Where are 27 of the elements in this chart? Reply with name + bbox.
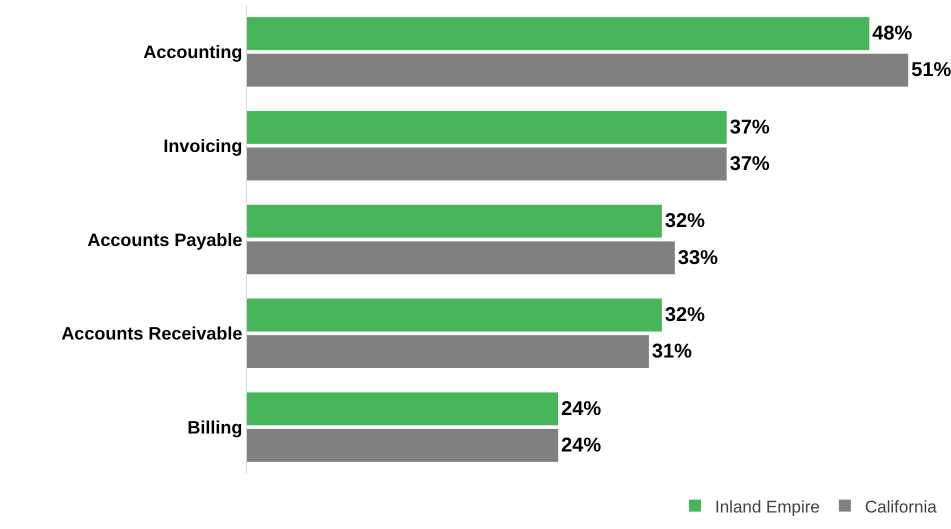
- data-label: 32%: [664, 210, 706, 232]
- y-tick-label: Billing: [187, 417, 242, 438]
- data-label: 33%: [678, 246, 718, 269]
- legend-label: California: [864, 497, 938, 516]
- bar: [247, 428, 558, 462]
- data-label: 51%: [911, 59, 951, 82]
- data-label: 37%: [730, 116, 770, 138]
- y-tick-label: Accounting: [143, 42, 242, 62]
- data-label: 37%: [730, 152, 770, 175]
- bar: [247, 17, 870, 50]
- data-label: 24%: [561, 434, 602, 456]
- data-label: 24%: [561, 398, 602, 420]
- bar: [247, 335, 649, 368]
- bar: [247, 148, 727, 180]
- y-tick-label: Accounts Payable: [87, 230, 242, 250]
- bar: [247, 54, 908, 87]
- bar: [247, 110, 727, 144]
- y-tick-label: Invoicing: [163, 136, 242, 156]
- legend-label: Inland Empire: [715, 497, 820, 516]
- bar: [247, 392, 558, 426]
- bar: [247, 241, 675, 274]
- data-label: 48%: [872, 22, 913, 45]
- bar: [247, 204, 662, 238]
- bar: [247, 298, 662, 332]
- y-tick-label: Accounts Receivable: [61, 324, 242, 344]
- data-label: 31%: [652, 340, 692, 363]
- data-label: 32%: [664, 304, 706, 326]
